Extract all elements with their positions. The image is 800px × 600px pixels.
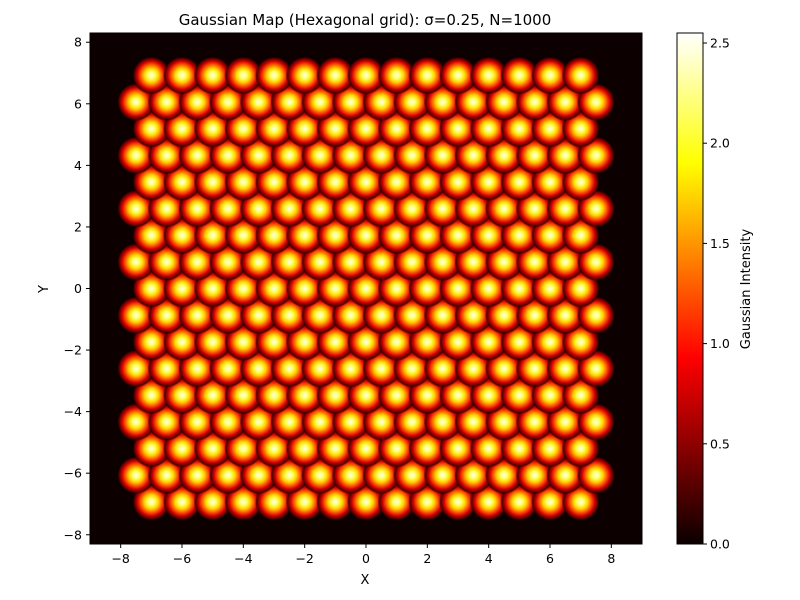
y-tick-label: −8	[64, 527, 82, 542]
gaussian-peak	[224, 56, 263, 95]
x-tick-label: 6	[546, 551, 554, 566]
gaussian-peak	[439, 56, 477, 95]
gaussian-peak	[531, 56, 569, 95]
colorbar-tick-label: 2.0	[710, 136, 730, 151]
y-tick-label: 8	[74, 35, 82, 50]
colorbar-tick-label: 0.0	[710, 537, 730, 552]
y-tick-label: 4	[74, 158, 82, 173]
y-tick-label: −6	[64, 466, 82, 481]
colorbar-ticks: 0.0 0.5 1.0 1.5 2.0 2.5	[703, 36, 730, 552]
gaussian-peak	[347, 56, 385, 95]
gaussian-peak	[193, 56, 232, 95]
gaussian-peak	[408, 56, 447, 95]
gaussian-peaks	[117, 56, 615, 521]
colorbar-tick-label: 1.0	[710, 336, 730, 351]
y-axis-label: Y	[37, 285, 52, 294]
gaussian-peak	[316, 56, 355, 95]
gaussian-peak	[561, 56, 600, 95]
gaussian-peak	[132, 56, 171, 95]
colorbar-tick-label: 2.5	[710, 36, 730, 51]
x-tick-label: −2	[295, 551, 313, 566]
x-tick-label: −8	[111, 551, 129, 566]
x-axis-ticks: −8 −6 −4 −2 0 2 4 6 8	[111, 544, 615, 566]
y-tick-label: 6	[74, 96, 82, 111]
y-tick-label: −2	[64, 343, 82, 358]
gaussian-peak	[469, 56, 508, 95]
colorbar-tick-label: 0.5	[710, 436, 730, 451]
x-tick-label: −6	[173, 551, 191, 566]
gaussian-peak	[377, 56, 416, 95]
plot-area	[89, 32, 643, 545]
y-tick-label: −4	[64, 404, 82, 419]
x-tick-label: 4	[485, 551, 493, 566]
gaussian-peak	[255, 56, 293, 95]
x-axis-label: X	[361, 573, 370, 588]
x-tick-label: 2	[423, 551, 431, 566]
x-tick-label: 8	[607, 551, 615, 566]
gaussian-peak	[285, 56, 324, 95]
gaussian-peak	[163, 56, 201, 95]
gaussian-peak	[500, 56, 539, 95]
y-tick-label: 2	[74, 219, 82, 234]
chart-title: Gaussian Map (Hexagonal grid): σ=0.25, N…	[179, 11, 552, 29]
colorbar-gradient	[676, 32, 704, 545]
colorbar-label: Gaussian Intensity	[739, 229, 754, 350]
colorbar: 0.0 0.5 1.0 1.5 2.0 2.5 Gaussian Intensity	[676, 32, 754, 552]
colorbar-tick-label: 1.5	[710, 236, 730, 251]
y-tick-label: 0	[74, 281, 82, 296]
y-axis-ticks: −8 −6 −4 −2 0 2 4 6 8	[64, 35, 90, 542]
x-tick-label: −4	[234, 551, 252, 566]
x-tick-label: 0	[362, 551, 370, 566]
